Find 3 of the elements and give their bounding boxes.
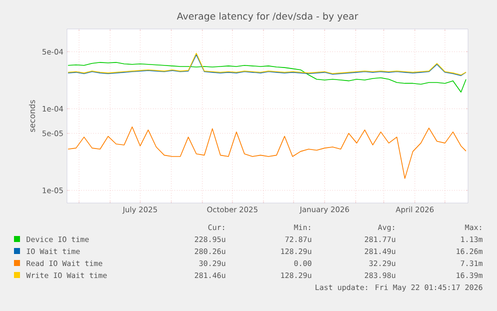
chart-title: Average latency for /dev/sda - by year <box>176 12 358 22</box>
line-series <box>68 126 466 179</box>
line-series <box>68 62 466 93</box>
